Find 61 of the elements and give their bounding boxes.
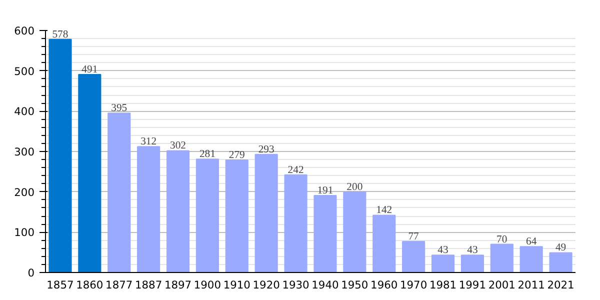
x-tick-label: 2011 [518,278,545,292]
data-label: 293 [258,144,274,156]
data-label: 578 [52,29,68,40]
x-tick-label: 1897 [164,278,192,292]
x-tick-label: 1920 [252,278,280,292]
y-tick-label: 400 [14,105,35,118]
data-label: 142 [376,205,392,216]
bar [460,254,484,272]
x-tick-label: 1887 [134,278,162,292]
x-tick-label: 1981 [429,278,457,292]
y-tick-label: 500 [14,64,35,78]
x-tick-label: 2021 [547,278,574,292]
data-label: 77 [408,231,420,242]
bar [372,214,396,272]
bar [314,194,337,272]
bar [196,158,219,272]
bar [520,246,543,272]
bar [431,254,455,272]
bar [490,244,514,272]
y-tick-label: 100 [14,226,35,240]
y-tick-label: 0 [28,266,35,280]
data-label: 302 [170,140,186,152]
bar [254,154,278,272]
x-tick-label: 1857 [46,278,74,292]
x-tick-label: 1930 [282,278,310,292]
data-label: 43 [438,245,448,256]
bar [108,112,131,272]
bar [549,252,572,272]
y-tick-label: 300 [14,146,35,158]
data-label: 395 [111,103,128,114]
data-label: 491 [82,64,98,76]
data-label: 70 [496,234,508,246]
bar [78,74,102,272]
x-tick-label: 1991 [458,278,486,292]
data-label: 281 [199,149,216,160]
y-tick-label: 600 [14,24,35,38]
y-tick-label: 200 [14,186,35,199]
data-label: 49 [555,242,566,254]
bar [48,38,72,272]
x-tick-label: 1940 [312,278,339,292]
bar [284,174,308,272]
data-label: 64 [526,236,538,248]
x-tick-label: 1970 [400,278,428,292]
data-label: 191 [317,185,334,196]
x-tick-label: 1860 [76,278,104,292]
bar [137,146,160,272]
data-label: 242 [288,164,304,176]
bar [225,159,248,272]
x-tick-label: 1950 [341,278,368,292]
x-tick-label: 2001 [488,278,516,292]
x-tick-label: 1900 [194,278,222,292]
x-tick-label: 1910 [223,278,251,292]
x-tick-label: 1877 [106,278,133,292]
bar [402,240,426,272]
data-label: 279 [228,150,245,161]
x-tick-label: 1960 [370,278,398,292]
data-label: 200 [346,182,363,193]
data-label: 312 [140,136,157,148]
bar [166,150,190,272]
data-label: 43 [467,245,478,256]
bar [343,191,366,272]
